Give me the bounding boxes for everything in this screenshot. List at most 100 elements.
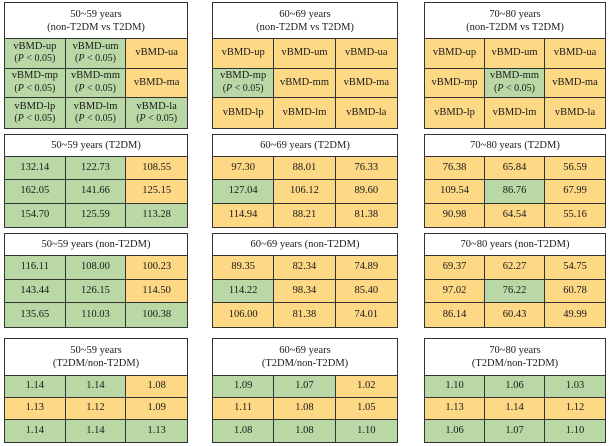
cell-value: 154.70 bbox=[20, 209, 50, 221]
grid-cell: 1.08 bbox=[213, 420, 275, 442]
cell-value: 85.40 bbox=[354, 284, 379, 296]
grid-cell: 1.10 bbox=[425, 376, 485, 398]
grid-cell: 54.75 bbox=[545, 256, 605, 280]
cell-value: 90.98 bbox=[442, 209, 467, 221]
cell-significance: (P < 0.05) bbox=[136, 113, 178, 125]
cell-value: 1.09 bbox=[147, 402, 166, 414]
panel-grid: 89.35 82.34 74.89 114.22 98.34 85.40 106.00 81.… bbox=[213, 256, 397, 327]
cell-value: 67.99 bbox=[563, 185, 587, 197]
grid-cell: 90.98 bbox=[425, 203, 485, 227]
grid-cell: 122.73 bbox=[65, 157, 127, 181]
grid-cell: 1.12 bbox=[545, 398, 605, 420]
cell-value: 54.75 bbox=[563, 261, 587, 273]
grid-cell: 106.00 bbox=[213, 303, 275, 327]
cell-value: vBMD-ua bbox=[345, 47, 388, 59]
cell-value: 114.22 bbox=[228, 284, 258, 296]
cell-value: 1.14 bbox=[505, 402, 524, 414]
panel-title-line1: 50~59 years (non-T2DM) bbox=[41, 239, 151, 250]
cell-value: vBMD-lp bbox=[434, 106, 475, 118]
grid-cell: 1.14 bbox=[65, 420, 127, 442]
grid-cell: 97.02 bbox=[425, 279, 485, 304]
cell-value: vBMD-lm bbox=[492, 106, 537, 118]
cell-value: 1.13 bbox=[445, 402, 464, 414]
cell-value: 1.06 bbox=[505, 380, 524, 392]
grid-cell: 89.60 bbox=[335, 180, 397, 204]
grid-cell: 81.38 bbox=[274, 303, 336, 327]
grid-cell: vBMD-um bbox=[485, 39, 545, 69]
cell-value: 1.13 bbox=[25, 402, 45, 414]
grid-cell: vBMD-lp bbox=[425, 98, 485, 128]
panel-title-line2: (T2DM/non-T2DM) bbox=[471, 358, 559, 369]
grid-cell: 1.09 bbox=[126, 398, 187, 420]
panel-title: 70~80 years (T2DM) bbox=[425, 135, 605, 157]
panel-grid: 1.14 1.14 1.08 1.13 1.12 1.09 1.14 1.14 1.13 bbox=[5, 376, 187, 442]
panel-2: 60~69 years (non-T2DM vs T2DM) vBMD-up vBMD… bbox=[212, 2, 398, 129]
grid-cell: 64.54 bbox=[485, 203, 545, 227]
panel-grid: 69.37 62.27 54.75 97.02 76.22 60.78 86.14 60.43… bbox=[425, 256, 605, 327]
cell-significance: (P < 0.05) bbox=[494, 82, 535, 94]
panel-title: 70~80 years (non-T2DM vs T2DM) bbox=[425, 3, 605, 39]
grid-cell: 141.66 bbox=[65, 180, 127, 204]
grid-cell: 1.10 bbox=[335, 420, 397, 442]
panel-title: 50~59 years (non-T2DM) bbox=[5, 234, 187, 256]
grid-cell: 55.16 bbox=[545, 203, 605, 227]
grid-cell: 69.37 bbox=[425, 256, 485, 280]
grid-cell: 1.08 bbox=[274, 398, 336, 420]
grid-cell: 1.14 bbox=[485, 398, 545, 420]
grid-cell: 60.78 bbox=[545, 279, 605, 304]
grid-cell: 49.99 bbox=[545, 303, 605, 327]
cell-value: 114.94 bbox=[228, 209, 258, 221]
grid-cell: 1.14 bbox=[5, 376, 66, 398]
cell-value: 126.15 bbox=[81, 284, 110, 296]
panel-5: 60~69 years (T2DM) 97.30 88.01 76.33 127.04 1… bbox=[212, 134, 398, 228]
panel-title: 60~69 years (non-T2DM vs T2DM) bbox=[213, 3, 397, 39]
panel-title: 50~59 years (non-T2DM vs T2DM) bbox=[5, 3, 187, 39]
grid-cell: 1.06 bbox=[485, 376, 545, 398]
cell-value: 97.30 bbox=[231, 161, 255, 173]
grid-cell: 74.89 bbox=[335, 256, 397, 280]
panel-title-line2: (non-T2DM vs T2DM) bbox=[256, 21, 354, 33]
panel-title: 70~80 years (non-T2DM) bbox=[425, 234, 605, 256]
grid-cell: 1.07 bbox=[485, 420, 545, 442]
cell-value: 81.38 bbox=[292, 308, 317, 320]
grid-cell: 97.30 bbox=[213, 157, 275, 181]
grid-cell: vBMD-lm bbox=[485, 98, 545, 128]
grid-cell: 1.13 bbox=[5, 398, 66, 420]
panel-11: 60~69 years (T2DM/non-T2DM) 1.09 1.07 1.02 1.… bbox=[212, 338, 398, 443]
cell-value: 106.12 bbox=[290, 185, 319, 197]
cell-value: 76.22 bbox=[502, 284, 527, 296]
grid-cell: vBMD-mm (P < 0.05) bbox=[65, 68, 127, 99]
grid-cell: 125.15 bbox=[126, 180, 187, 204]
cell-value: 125.59 bbox=[81, 209, 110, 221]
grid-cell: 1.11 bbox=[213, 398, 275, 420]
panel-title-line1: 60~69 years (non-T2DM) bbox=[250, 239, 360, 250]
panel-title-line1: 60~69 years bbox=[279, 345, 331, 356]
panel-grid: 1.10 1.06 1.03 1.13 1.14 1.12 1.06 1.07 1.10 bbox=[425, 376, 605, 442]
grid-cell: 106.12 bbox=[274, 180, 336, 204]
grid-cell: 1.06 bbox=[425, 420, 485, 442]
cell-value: 141.66 bbox=[81, 185, 110, 197]
grid-cell: 162.05 bbox=[5, 180, 66, 204]
panel-title-line2: (T2DM/non-T2DM) bbox=[261, 358, 349, 369]
cell-value: 113.28 bbox=[142, 209, 171, 221]
grid-cell: 100.23 bbox=[126, 256, 187, 280]
cell-value: vBMD-lm bbox=[282, 106, 327, 118]
panel-6: 70~80 years (T2DM) 76.38 65.84 56.59 109.54 8… bbox=[424, 134, 606, 228]
grid-cell: 1.14 bbox=[65, 376, 127, 398]
cell-value: vBMD-mp bbox=[220, 70, 267, 82]
cell-value: 49.99 bbox=[563, 308, 587, 320]
grid-cell: vBMD-lm (P < 0.05) bbox=[65, 98, 127, 128]
grid-cell: 1.05 bbox=[335, 398, 397, 420]
cell-value: 1.07 bbox=[295, 380, 314, 392]
panel-grid: vBMD-up (P < 0.05) vBMD-um (P < 0.05) vBMD-u… bbox=[5, 39, 187, 128]
grid-cell: 60.43 bbox=[485, 303, 545, 327]
grid-cell: 67.99 bbox=[545, 180, 605, 204]
cell-value: vBMD-um bbox=[491, 47, 538, 59]
grid-cell: 154.70 bbox=[5, 203, 66, 227]
panel-8: 60~69 years (non-T2DM) 89.35 82.34 74.89 114… bbox=[212, 233, 398, 328]
cell-value: 1.07 bbox=[505, 424, 524, 436]
grid-cell: vBMD-up (P < 0.05) bbox=[5, 39, 66, 69]
grid-cell: 85.40 bbox=[335, 279, 397, 304]
cell-value: 69.37 bbox=[442, 261, 467, 273]
panel-title-line1: 70~80 years (non-T2DM) bbox=[460, 239, 570, 250]
